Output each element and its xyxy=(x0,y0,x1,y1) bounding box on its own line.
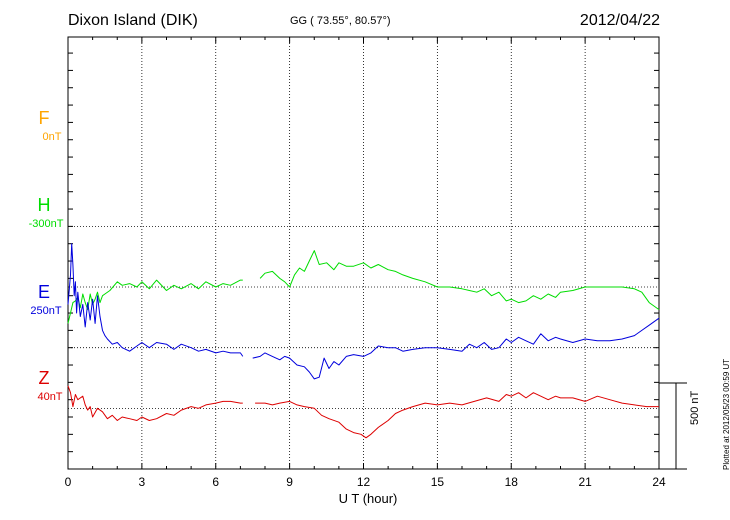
x-tick-label: 18 xyxy=(505,475,519,489)
station-title: Dixon Island (DIK) xyxy=(68,12,198,29)
series-line-h xyxy=(259,250,660,311)
plot-date: 2012/04/22 xyxy=(579,12,660,29)
x-tick-label: 15 xyxy=(431,475,445,489)
channel-z-offset: 40nT xyxy=(37,391,63,403)
vertical-grid xyxy=(141,37,586,469)
x-tick-label: 6 xyxy=(212,475,219,489)
channel-e-offset: 250nT xyxy=(30,305,62,317)
plotted-timestamp: Plotted at 2012/05/23 00:59 UT xyxy=(722,358,730,470)
x-tick-label: 0 xyxy=(65,475,72,489)
horizontal-grid xyxy=(68,225,659,409)
x-tick-label: 24 xyxy=(652,475,666,489)
scale-bar-label: 500 nT xyxy=(689,390,701,425)
scale-bar xyxy=(659,382,687,470)
series-line-h xyxy=(67,279,243,324)
series-line-e xyxy=(67,243,244,357)
x-axis-label: U T (hour) xyxy=(338,491,398,506)
x-tick-label: 21 xyxy=(578,475,592,489)
x-tick-label: 3 xyxy=(139,475,146,489)
series-line-e xyxy=(252,317,660,380)
channel-z-name: Z xyxy=(38,368,50,388)
channel-f-offset: 0nT xyxy=(42,131,62,143)
channel-h-offset: -300nT xyxy=(28,218,64,230)
series-line-z xyxy=(255,392,659,439)
channel-e-name: E xyxy=(37,282,50,302)
x-tick-label: 9 xyxy=(286,475,293,489)
axis-ticks xyxy=(67,37,660,470)
channel-f-name: F xyxy=(38,108,50,128)
channel-h-name: H xyxy=(37,195,51,215)
x-tick-labels: 0 3 6 9 12 15 18 21 24 xyxy=(65,475,666,489)
series-line-z xyxy=(67,385,243,421)
x-tick-label: 12 xyxy=(357,475,371,489)
series-lines xyxy=(67,243,660,439)
station-coordinates: GG ( 73.55°, 80.57°) xyxy=(290,15,391,27)
